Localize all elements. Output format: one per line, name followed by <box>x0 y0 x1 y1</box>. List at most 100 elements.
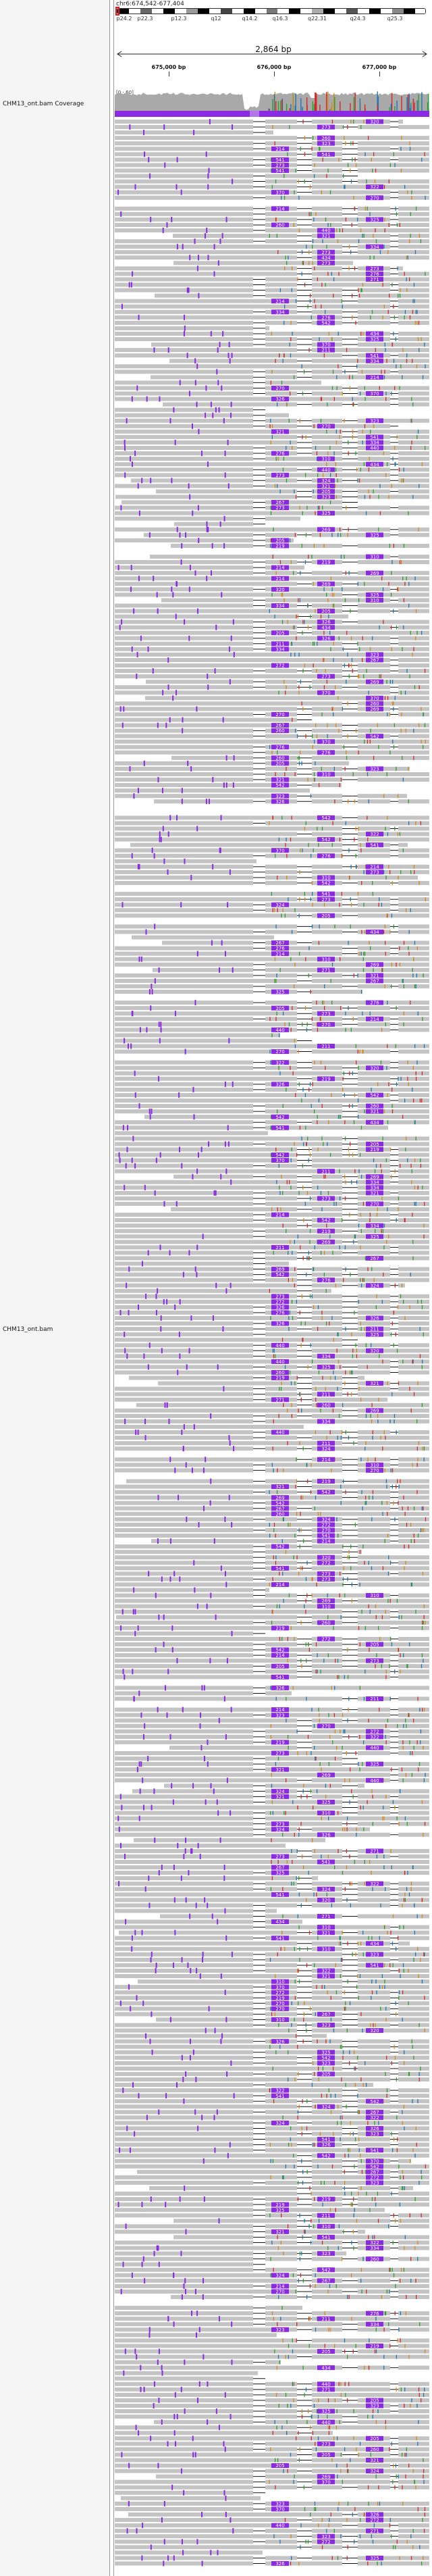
mismatch-marker <box>375 1615 377 1619</box>
insertion-size-label: 542 <box>275 1272 284 1278</box>
insertion-marker <box>148 1109 151 1115</box>
read-body <box>115 1163 429 1168</box>
read-body <box>115 1832 429 1837</box>
insertion-label-box <box>271 1484 289 1490</box>
insertion-marker <box>200 451 202 457</box>
read <box>155 293 429 299</box>
read: 310 <box>161 597 429 603</box>
insertion-label-box <box>271 1430 289 1435</box>
ruler[interactable] <box>115 41 432 81</box>
mismatch-marker <box>336 375 338 380</box>
mismatch-marker <box>277 1207 278 1211</box>
insertion-label-box <box>317 581 335 586</box>
mismatch-marker <box>298 1190 300 1195</box>
mismatch-marker <box>302 1495 304 1500</box>
insertion-marker <box>119 1309 122 1315</box>
mismatch-marker <box>408 603 410 608</box>
insertion-marker <box>119 1794 122 1800</box>
read: 321 <box>115 1484 429 1490</box>
insertion-label-box <box>366 1408 383 1413</box>
mismatch-marker <box>423 1332 424 1337</box>
read: 219 <box>115 1625 429 1631</box>
panel-divider[interactable] <box>113 0 114 2576</box>
read: 260 <box>115 1369 429 1375</box>
insertion-marker <box>169 717 171 723</box>
mismatch-marker <box>414 1044 416 1049</box>
insertion-marker <box>209 1500 211 1506</box>
mismatch-marker <box>352 434 354 439</box>
mismatch-marker <box>411 195 412 200</box>
mismatch-marker <box>290 1185 292 1190</box>
chromosome-ideogram[interactable] <box>117 8 426 14</box>
read-body <box>115 1588 269 1592</box>
insertion-marker <box>171 586 173 592</box>
mismatch-marker <box>326 592 327 597</box>
mismatch-marker <box>417 1696 418 1701</box>
read-body <box>115 277 429 282</box>
mismatch-marker <box>340 532 342 537</box>
coverage-track[interactable] <box>115 86 432 117</box>
insertion-marker <box>150 1005 152 1011</box>
coverage-track-name[interactable]: CHM13_ont.bam Coverage <box>3 101 84 107</box>
mismatch-marker <box>298 1082 300 1086</box>
read: 273 <box>115 1293 429 1299</box>
mismatch-marker <box>396 1348 398 1353</box>
insertion-marker <box>145 1293 147 1299</box>
read: 324 <box>115 902 429 908</box>
insertion-label-box <box>271 385 289 390</box>
mismatch-marker <box>342 228 344 232</box>
insertion-marker <box>190 765 192 772</box>
insertion-size-label: 269 <box>321 1598 330 1604</box>
mismatch-marker <box>392 701 394 706</box>
read: 211 <box>115 1440 429 1446</box>
insertion-size-label: 541 <box>275 1566 284 1571</box>
mismatch-marker <box>383 1430 385 1435</box>
mismatch-marker <box>325 217 327 222</box>
insertion-marker <box>143 760 145 766</box>
mismatch-marker <box>400 869 402 874</box>
insertion-marker <box>121 619 123 625</box>
insertion-marker <box>210 1413 212 1419</box>
insertion-label-box <box>271 946 289 951</box>
insertion-marker <box>134 1163 136 1169</box>
read: 321 <box>115 1190 429 1196</box>
mismatch-marker <box>381 576 383 581</box>
insertion-marker <box>154 978 156 984</box>
mismatch-marker <box>369 1609 371 1614</box>
insertion-size-label: 276 <box>275 744 285 750</box>
insertion-marker <box>207 255 209 261</box>
mismatch-marker <box>356 468 358 472</box>
insertion-label-box <box>317 1239 335 1244</box>
alignment-track-name[interactable]: CHM13_ont.bam <box>3 1326 53 1333</box>
insertion-marker <box>180 559 182 565</box>
mismatch-marker <box>344 1729 346 1734</box>
insertion-marker <box>219 967 221 973</box>
mismatch-marker <box>360 1229 362 1234</box>
mismatch-marker <box>342 391 343 396</box>
mismatch-marker <box>406 1522 408 1527</box>
insertion-size-label: 440 <box>275 1343 284 1348</box>
read <box>115 1669 429 1675</box>
insertion-label-box <box>271 1767 289 1772</box>
read-body <box>115 1338 353 1342</box>
alignment-track[interactable]: 3202732603232145415412735413223702702143… <box>115 119 432 2571</box>
panel-divider[interactable] <box>109 0 110 2576</box>
mismatch-marker <box>404 1316 406 1320</box>
insertion-marker <box>166 1298 168 1305</box>
coverage-mismatch-bar <box>421 92 423 117</box>
mismatch-marker <box>336 386 338 390</box>
mismatch-marker <box>325 1386 326 1391</box>
mismatch-marker <box>364 930 366 934</box>
mismatch-marker <box>308 1648 310 1652</box>
insertion-size-label: 324 <box>275 1789 285 1794</box>
data-panel[interactable]: chr6:674,542-677,404 p24.2 p22.3 p12.3 q12 q… <box>115 0 432 2576</box>
mismatch-marker <box>288 1180 290 1184</box>
read: 273 <box>115 1853 429 1860</box>
read <box>115 282 429 288</box>
read-body <box>115 625 429 630</box>
mismatch-marker <box>327 1190 329 1195</box>
read-body <box>115 1180 429 1184</box>
insertion-marker <box>188 635 190 641</box>
insertion-marker <box>124 1853 126 1859</box>
mismatch-marker <box>302 1789 304 1794</box>
